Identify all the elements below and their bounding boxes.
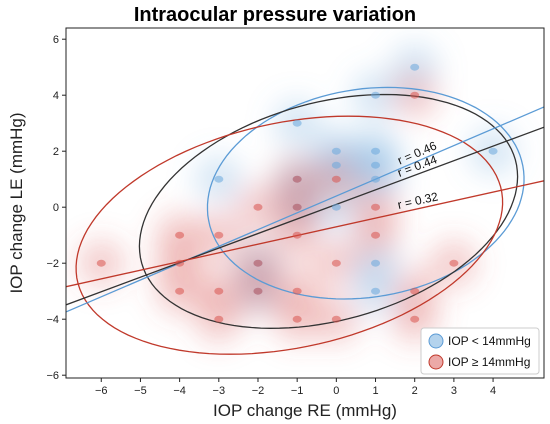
plot-frame <box>65 27 545 379</box>
point-0-5 <box>488 147 498 155</box>
point-0-7 <box>371 161 381 169</box>
point-1-18 <box>292 287 302 295</box>
point-1-22 <box>331 315 341 323</box>
point-0-1 <box>371 91 381 99</box>
y-tick-label-5: 4 <box>53 90 59 102</box>
chart-title: Intraocular pressure variation <box>133 4 417 26</box>
point-1-20 <box>214 315 224 323</box>
legend-label-red: IOP ≥ 14mmHg <box>448 355 530 369</box>
legend-box <box>420 327 540 375</box>
x-tick-label-9: 3 <box>451 385 457 397</box>
point-1-7 <box>214 231 224 239</box>
point-1-0 <box>410 91 420 99</box>
point-0-10 <box>371 175 381 183</box>
confidence-ellipses <box>75 86 525 355</box>
regression-line-2 <box>66 180 544 288</box>
point-1-16 <box>214 287 224 295</box>
point-0-3 <box>331 147 341 155</box>
point-1-1 <box>292 175 302 183</box>
ellipse-2 <box>75 115 504 355</box>
point-1-17 <box>253 287 263 295</box>
x-tick-label-10: 4 <box>490 385 496 397</box>
point-1-11 <box>175 259 185 267</box>
point-1-8 <box>292 231 302 239</box>
x-tick-label-2: −4 <box>173 385 186 397</box>
point-1-5 <box>371 203 381 211</box>
point-1-15 <box>175 287 185 295</box>
point-0-4 <box>371 147 381 155</box>
x-tick-label-4: −2 <box>252 385 265 397</box>
point-1-21 <box>292 315 302 323</box>
legend-marker-blue <box>428 333 444 349</box>
data-points <box>96 63 498 323</box>
regression-line-0 <box>66 106 544 313</box>
point-0-12 <box>331 203 341 211</box>
regression-lines <box>66 106 544 313</box>
ellipse-0 <box>206 86 525 300</box>
y-axis-ticks: −6 −4 −2 0 2 4 6 <box>46 34 66 382</box>
point-1-14 <box>449 259 459 267</box>
x-tick-label-7: 1 <box>372 385 378 397</box>
point-0-2 <box>292 119 302 127</box>
x-axis-label: IOP change RE (mmHg) <box>213 401 397 420</box>
y-tick-label-6: 6 <box>53 34 59 46</box>
point-0-14 <box>371 259 381 267</box>
point-1-4 <box>292 203 302 211</box>
legend: IOP < 14mmHg IOP ≥ 14mmHg <box>420 327 540 375</box>
regression-line-1 <box>66 126 544 306</box>
x-tick-label-0: −6 <box>95 385 108 397</box>
x-tick-label-3: −3 <box>213 385 226 397</box>
y-tick-label-0: −6 <box>46 370 59 382</box>
y-tick-label-1: −4 <box>46 314 59 326</box>
point-0-6 <box>331 161 341 169</box>
y-axis-label: IOP change LE (mmHg) <box>7 112 26 293</box>
legend-marker-red <box>428 354 444 370</box>
y-tick-label-2: −2 <box>46 258 59 270</box>
point-0-15 <box>371 287 381 295</box>
point-1-13 <box>331 259 341 267</box>
x-tick-label-6: 0 <box>333 385 339 397</box>
y-tick-label-4: 2 <box>53 146 59 158</box>
point-1-3 <box>253 203 263 211</box>
y-tick-label-3: 0 <box>53 202 59 214</box>
point-1-12 <box>253 259 263 267</box>
x-tick-label-1: −5 <box>134 385 147 397</box>
point-1-6 <box>175 231 185 239</box>
point-1-23 <box>410 315 420 323</box>
point-0-8 <box>214 175 224 183</box>
point-1-10 <box>96 259 106 267</box>
x-tick-label-5: −1 <box>291 385 304 397</box>
x-axis-ticks: −6 −5 −4 −3 −2 −1 0 1 2 3 4 <box>95 378 496 397</box>
point-1-9 <box>371 231 381 239</box>
point-1-19 <box>410 287 420 295</box>
x-tick-label-8: 2 <box>412 385 418 397</box>
point-1-2 <box>331 175 341 183</box>
legend-label-blue: IOP < 14mmHg <box>448 334 531 348</box>
ellipse-1 <box>138 93 519 329</box>
point-0-0 <box>410 63 420 71</box>
